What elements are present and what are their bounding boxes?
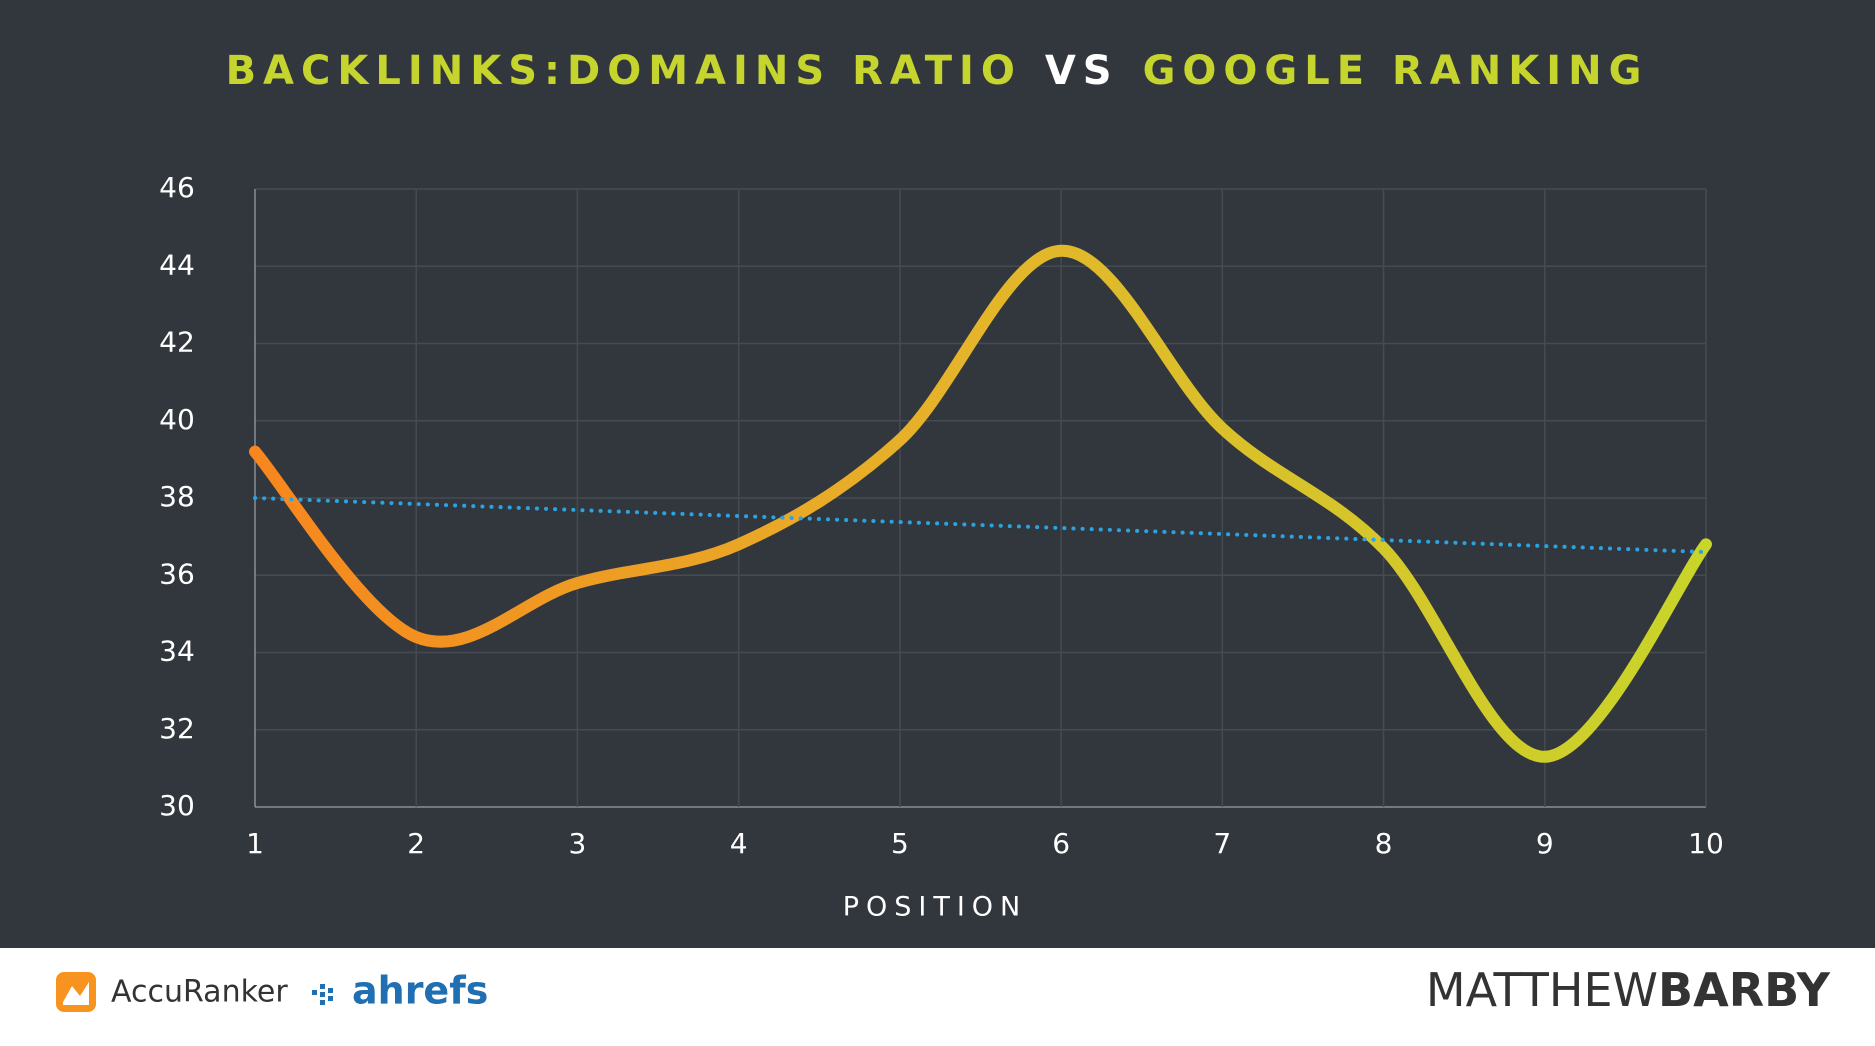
x-tick-label: 2 [407, 827, 425, 860]
x-tick-label: 8 [1375, 827, 1393, 860]
x-axis-label: POSITION [843, 892, 1028, 923]
chart-title: BACKLINKS:DOMAINS RATIO VS GOOGLE RANKING [226, 48, 1649, 94]
x-tick-label: 10 [1688, 827, 1724, 860]
chart-background [0, 0, 1875, 948]
x-tick-label: 1 [246, 827, 264, 860]
x-tick-label: 7 [1213, 827, 1231, 860]
y-tick-label: 40 [159, 403, 195, 436]
x-tick-label: 5 [891, 827, 909, 860]
x-tick-label: 6 [1052, 827, 1070, 860]
y-tick-label: 46 [159, 171, 195, 204]
y-tick-label: 36 [159, 557, 195, 590]
logo-bold: BARBY [1658, 963, 1831, 1017]
footer: AccuRanker ahrefs MATTHEWBARBY [56, 963, 1831, 1017]
accuranker-icon-graph [63, 982, 89, 1005]
y-tick-label: 42 [159, 326, 195, 359]
logo-light: MATTHEW [1426, 963, 1658, 1017]
y-tick-label: 38 [159, 480, 195, 513]
x-tick-label: 9 [1536, 827, 1554, 860]
title-part: VS [1045, 48, 1119, 94]
y-tick-label: 32 [159, 712, 195, 745]
ahrefs-icon [312, 984, 333, 1005]
title-part: GOOGLE RANKING [1143, 48, 1649, 94]
ahrefs-logo: ahrefs [352, 969, 488, 1013]
trend-line [253, 496, 1708, 555]
title-part: BACKLINKS:DOMAINS RATIO [226, 48, 1021, 94]
x-tick-label: 4 [730, 827, 748, 860]
y-tick-label: 34 [159, 635, 195, 668]
y-tick-label: 44 [159, 248, 195, 281]
matthew-barby-logo: MATTHEWBARBY [1426, 963, 1831, 1017]
data-line [249, 244, 1712, 763]
y-tick-label: 30 [159, 789, 195, 822]
x-tick-label: 3 [569, 827, 587, 860]
accuranker-logo: AccuRanker [111, 975, 288, 1010]
